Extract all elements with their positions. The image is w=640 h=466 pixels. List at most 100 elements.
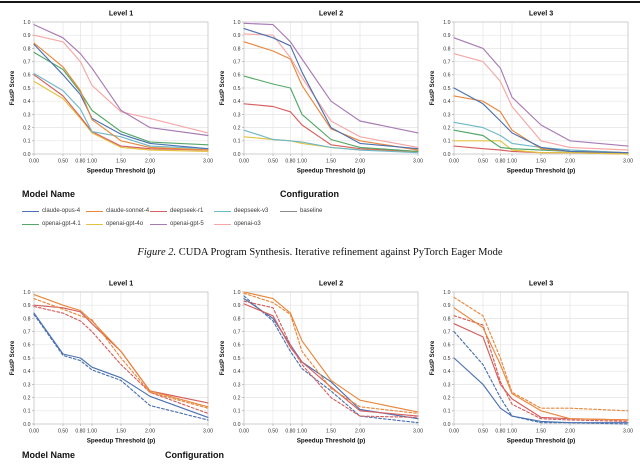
- svg-text:0.3: 0.3: [443, 112, 450, 118]
- svg-text:1.50: 1.50: [326, 429, 336, 435]
- series-line-claude-sonnet-4-solid: [243, 41, 419, 151]
- svg-text:1.00: 1.00: [507, 159, 517, 165]
- chart-title: Level 1: [109, 9, 133, 18]
- legend-line-swatch: [86, 210, 103, 212]
- svg-text:0.4: 0.4: [23, 369, 30, 375]
- svg-text:0.00: 0.00: [449, 159, 459, 165]
- legend-item-openai-o3: openai-o3: [214, 221, 278, 227]
- svg-text:3.00: 3.00: [203, 429, 213, 435]
- legend-label: openai-gpt-5: [170, 221, 204, 227]
- svg-text:0.1: 0.1: [23, 409, 30, 415]
- svg-text:0.3: 0.3: [443, 382, 450, 388]
- series-line-deepseek-r1-solid: [243, 103, 419, 152]
- svg-text:0.50: 0.50: [268, 159, 278, 165]
- svg-text:0.1: 0.1: [233, 139, 240, 145]
- svg-text:0.1: 0.1: [443, 139, 450, 145]
- figure-caption-text: CUDA Program Synthesis. Iterative refine…: [176, 247, 503, 258]
- figure-caption: Figure 2. CUDA Program Synthesis. Iterat…: [0, 247, 640, 258]
- series-line-deepseek-r1-dashed: [453, 315, 629, 422]
- svg-text:0.1: 0.1: [233, 409, 240, 415]
- model-name-legend-title: Model Name: [22, 189, 76, 199]
- series-line-openai-o3-solid: [33, 34, 209, 134]
- figure-caption-label: Figure 2.: [137, 247, 177, 258]
- svg-text:0.0: 0.0: [23, 152, 30, 158]
- chart-title: Level 2: [319, 9, 343, 18]
- series-line-claude-opus-4-solid: [243, 28, 419, 150]
- svg-text:1.0: 1.0: [443, 290, 450, 296]
- series-line-deepseek-r1-solid: [243, 303, 419, 417]
- svg-text:0.6: 0.6: [443, 73, 450, 79]
- legend-label: baseline: [300, 208, 323, 214]
- svg-text:0.1: 0.1: [443, 409, 450, 415]
- svg-text:0.7: 0.7: [23, 330, 30, 336]
- configuration-legend-group: Configuration baseline: [280, 189, 400, 214]
- chart-title: Level 1: [109, 279, 133, 288]
- legend-item-openai-gpt-5: openai-gpt-5: [150, 221, 214, 227]
- svg-text:0.50: 0.50: [58, 159, 68, 165]
- series-line-claude-sonnet-4-dashed: [33, 298, 209, 409]
- series-line-claude-sonnet-4-dashed: [243, 292, 419, 414]
- legend-label: claude-sonnet-4: [106, 208, 150, 214]
- svg-text:0.7: 0.7: [443, 330, 450, 336]
- svg-text:0.9: 0.9: [233, 33, 240, 39]
- legend-item-openai-gpt-4o: openai-gpt-4o: [86, 221, 150, 227]
- legend-line-swatch: [86, 223, 103, 225]
- bottom-configuration-legend-title: Configuration: [165, 450, 224, 460]
- legend-label: openai-gpt-4o: [106, 221, 144, 227]
- series-line-openai-gpt-5-solid: [453, 37, 629, 147]
- configuration-legend-title: Configuration: [280, 189, 339, 199]
- model-name-legend-items: claude-opus-4 claude-sonnet-4 deepseek-r1 d…: [22, 208, 280, 227]
- svg-text:2.00: 2.00: [355, 429, 365, 435]
- series-line-claude-opus-4-solid: [33, 312, 209, 418]
- svg-text:0.8: 0.8: [23, 46, 30, 52]
- svg-text:1.00: 1.00: [507, 429, 517, 435]
- series-line-openai-gpt-4.1-solid: [33, 51, 209, 146]
- svg-text:0.0: 0.0: [23, 422, 30, 428]
- svg-text:0.9: 0.9: [443, 303, 450, 309]
- svg-text:0.8: 0.8: [443, 316, 450, 322]
- model-name-legend-group: Model Name claude-opus-4 claude-sonnet-4 d…: [22, 189, 280, 227]
- legend-line-swatch: [214, 210, 231, 212]
- x-axis-label: Speedup Threshold (p): [507, 168, 576, 175]
- series-line-openai-gpt-5-solid: [243, 22, 419, 134]
- legend-item-openai-gpt-4.1: openai-gpt-4.1: [22, 221, 86, 227]
- y-axis-label: FastP Score: [430, 340, 436, 375]
- svg-text:0.2: 0.2: [23, 126, 30, 132]
- y-axis-label: FastP Score: [430, 70, 436, 105]
- series-line-openai-o3-solid: [453, 53, 629, 151]
- svg-text:0.9: 0.9: [23, 33, 30, 39]
- x-axis-label: Speedup Threshold (p): [87, 438, 156, 445]
- legend-label: deepseek-r1: [170, 208, 204, 214]
- svg-text:0.80: 0.80: [75, 429, 85, 435]
- series-line-deepseek-r1-dashed: [243, 300, 419, 418]
- svg-text:0.50: 0.50: [478, 429, 488, 435]
- svg-text:0.2: 0.2: [443, 396, 450, 402]
- svg-text:1.0: 1.0: [23, 20, 30, 26]
- chart-top-level-1: 0.0 0.1 0.2 0.3 0.4 0.5 0.6 0.7 0.8 0.9 1.0 0.00 0.5…: [10, 9, 213, 175]
- series-line-claude-sonnet-4-solid: [243, 291, 419, 413]
- legend-item-deepseek-r1: deepseek-r1: [150, 208, 214, 214]
- svg-text:1.50: 1.50: [536, 429, 546, 435]
- legend-item-deepseek-v3: deepseek-v3: [214, 208, 278, 214]
- svg-text:0.80: 0.80: [495, 429, 505, 435]
- svg-text:0.9: 0.9: [233, 303, 240, 309]
- svg-text:1.0: 1.0: [233, 20, 240, 26]
- svg-text:3.00: 3.00: [623, 159, 633, 165]
- svg-text:1.50: 1.50: [326, 159, 336, 165]
- svg-text:0.50: 0.50: [58, 429, 68, 435]
- legend-line-swatch: [214, 223, 231, 225]
- svg-text:1.0: 1.0: [233, 290, 240, 296]
- svg-text:3.00: 3.00: [413, 159, 423, 165]
- chart-title: Level 3: [529, 9, 553, 18]
- legend-line-swatch: [22, 223, 39, 225]
- svg-text:0.80: 0.80: [285, 159, 295, 165]
- x-axis-label: Speedup Threshold (p): [297, 438, 366, 445]
- x-axis-label: Speedup Threshold (p): [507, 438, 576, 445]
- svg-text:0.0: 0.0: [233, 422, 240, 428]
- bottom-model-name-legend-title: Model Name: [22, 450, 76, 460]
- svg-text:0.4: 0.4: [443, 99, 450, 105]
- series-line-claude-sonnet-4-solid: [33, 294, 209, 408]
- svg-text:0.9: 0.9: [443, 33, 450, 39]
- svg-text:2.00: 2.00: [145, 159, 155, 165]
- svg-text:1.00: 1.00: [297, 159, 307, 165]
